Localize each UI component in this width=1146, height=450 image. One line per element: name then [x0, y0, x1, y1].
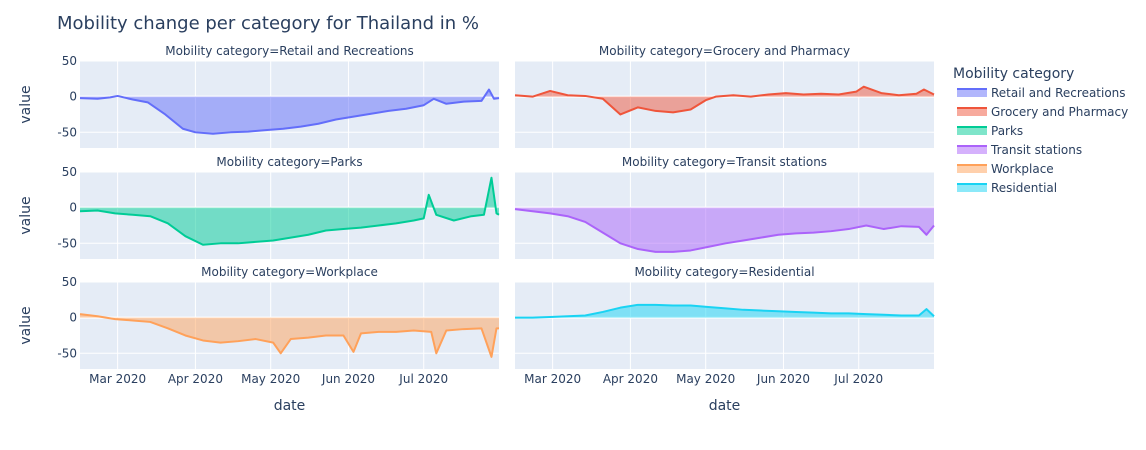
panel-2: Mobility category=Grocery and Pharmacy	[514, 44, 935, 148]
subplot-title: Mobility category=Workplace	[201, 265, 378, 279]
x-tick-label: Apr 2020	[168, 372, 223, 386]
y-tick-label: -50	[57, 346, 77, 360]
series-line[interactable]	[79, 313, 499, 358]
panel-5: Mobility category=Workplace 50 0 -50 value Ma…	[18, 265, 499, 414]
area-fill	[515, 207, 934, 252]
y-tick-label: 50	[62, 275, 77, 289]
legend-item[interactable]: Grocery and Pharmacy	[957, 105, 1128, 119]
area-fill	[80, 89, 499, 134]
legend-label: Transit stations	[990, 143, 1082, 157]
legend-item[interactable]: Workplace	[957, 162, 1054, 176]
series-line[interactable]	[79, 88, 500, 135]
legend-label: Residential	[991, 181, 1057, 195]
legend[interactable]: Mobility category Retail and Recreations G…	[953, 66, 1128, 195]
x-tick-label: Apr 2020	[603, 372, 658, 386]
plot-background	[515, 282, 934, 369]
legend-label: Retail and Recreations	[991, 86, 1126, 100]
subplot-title: Mobility category=Retail and Recreations	[165, 44, 414, 58]
legend-label: Parks	[991, 124, 1023, 138]
x-tick-label: Mar 2020	[89, 372, 146, 386]
legend-swatch	[957, 184, 987, 192]
legend-item[interactable]: Retail and Recreations	[957, 86, 1126, 100]
legend-label: Workplace	[991, 162, 1054, 176]
legend-title: Mobility category	[953, 66, 1074, 82]
legend-item[interactable]: Transit stations	[957, 143, 1082, 157]
area-fill	[80, 177, 499, 245]
series-line[interactable]	[79, 176, 500, 246]
legend-label: Grocery and Pharmacy	[991, 105, 1128, 119]
legend-swatch	[957, 146, 987, 154]
panel-1: Mobility category=Retail and Recreations…	[18, 44, 500, 148]
legend-swatch	[957, 108, 987, 116]
y-axis-title: value	[18, 196, 34, 234]
y-tick-label: 0	[69, 90, 77, 104]
y-tick-label: -50	[57, 236, 77, 250]
area-fill	[80, 314, 499, 357]
subplot-title: Mobility category=Transit stations	[622, 155, 827, 169]
legend-item[interactable]: Parks	[957, 124, 1023, 138]
panel-6: Mobility category=Residential Mar 2020 Apr…	[515, 265, 935, 414]
x-tick-label: May 2020	[676, 372, 735, 386]
chart-title: Mobility change per category for Thailan…	[57, 13, 479, 34]
legend-swatch	[957, 127, 987, 135]
y-tick-label: 0	[69, 201, 77, 215]
y-tick-label: -50	[57, 125, 77, 139]
subplot-title: Mobility category=Residential	[634, 265, 814, 279]
legend-swatch	[957, 89, 987, 97]
series-line[interactable]	[514, 85, 935, 116]
series-line[interactable]	[514, 208, 935, 253]
x-axis-title: date	[709, 398, 741, 414]
y-axis-title: value	[18, 85, 34, 123]
legend-swatch	[957, 165, 987, 173]
x-tick-label: May 2020	[241, 372, 300, 386]
x-tick-label: Jun 2020	[756, 372, 810, 386]
y-tick-label: 0	[69, 311, 77, 325]
x-axis-title: date	[274, 398, 306, 414]
x-tick-label: Mar 2020	[524, 372, 581, 386]
panel-3: Mobility category=Parks 50 0 -50 value	[18, 155, 500, 259]
subplot-title: Mobility category=Parks	[216, 155, 362, 169]
x-tick-label: Jun 2020	[321, 372, 375, 386]
y-tick-label: 50	[62, 165, 77, 179]
plot-background	[515, 61, 934, 148]
y-axis-title: value	[18, 306, 34, 344]
series-line[interactable]	[515, 303, 935, 319]
panel-4: Mobility category=Transit stations	[514, 155, 935, 259]
legend-item[interactable]: Residential	[957, 181, 1057, 195]
subplot-title: Mobility category=Grocery and Pharmacy	[599, 44, 850, 58]
area-fill	[515, 86, 934, 115]
x-tick-label: Jul 2020	[398, 372, 448, 386]
x-tick-label: Jul 2020	[833, 372, 883, 386]
y-tick-label: 50	[62, 54, 77, 68]
